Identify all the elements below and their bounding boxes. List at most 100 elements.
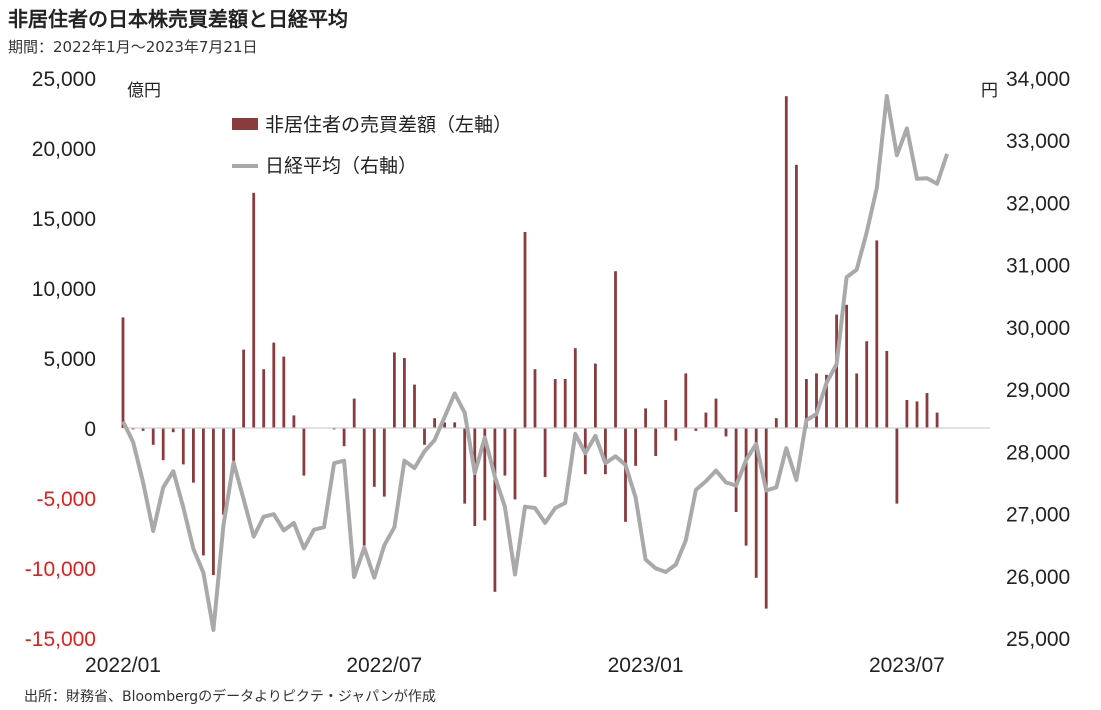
bar-mark [563, 379, 567, 428]
bar-mark [553, 379, 557, 428]
bar-mark [181, 428, 185, 465]
bar-mark [403, 358, 406, 428]
bar-series [121, 96, 939, 609]
bar-mark [202, 428, 205, 556]
bar-mark [774, 418, 778, 428]
bar-mark [302, 428, 306, 476]
legend-bar-swatch [232, 118, 258, 130]
bar-mark [573, 348, 577, 428]
bar-mark [644, 408, 647, 428]
bar-mark [885, 351, 889, 428]
right-axis-tick-label: 33,000 [1006, 130, 1070, 153]
left-axis-tick-label: 10,000 [32, 278, 96, 301]
bar-mark [674, 428, 678, 441]
bar-mark [131, 428, 135, 430]
legend-bar-label: 非居住者の売買差額（左軸） [265, 114, 512, 136]
left-axis-tick-label: -5,000 [36, 488, 96, 511]
bar-mark [654, 428, 658, 456]
bar-mark [664, 400, 668, 428]
bar-mark [855, 373, 859, 428]
bar-mark [332, 428, 336, 430]
bar-mark [513, 428, 517, 500]
left-axis-tick-label: 5,000 [43, 348, 96, 371]
bar-mark [272, 342, 276, 428]
bar-mark [835, 314, 838, 428]
bar-mark [734, 428, 738, 512]
right-axis-tick-label: 27,000 [1006, 504, 1070, 527]
left-axis-tick-label: -15,000 [25, 628, 96, 651]
bar-mark [282, 356, 286, 428]
bar-mark [795, 164, 798, 429]
bar-mark [634, 428, 637, 466]
legend-line-label: 日経平均（右軸） [265, 155, 417, 177]
bar-mark [192, 428, 195, 483]
bar-mark [352, 398, 356, 428]
bar-mark [784, 96, 788, 428]
bar-mark [232, 428, 235, 462]
right-axis-tick-label: 30,000 [1006, 317, 1070, 340]
left-axis-tick-label: 0 [84, 418, 96, 441]
bar-mark [161, 428, 165, 461]
bar-mark [342, 428, 346, 447]
left-axis-tick-label: -10,000 [25, 558, 96, 581]
bar-mark [151, 428, 155, 445]
right-axis-tick-label: 34,000 [1006, 68, 1070, 91]
bar-mark [684, 373, 688, 428]
bar-mark [121, 317, 125, 428]
bar-mark [845, 304, 848, 428]
right-axis-unit: 円 [981, 81, 998, 101]
bar-mark [614, 271, 617, 428]
bar-mark [915, 401, 919, 428]
bar-mark [754, 428, 758, 578]
bar-mark [393, 352, 396, 428]
bar-mark [483, 428, 487, 521]
left-axis-tick-label: 15,000 [32, 208, 96, 231]
bar-mark [935, 412, 939, 428]
bar-mark [825, 374, 828, 428]
bar-mark [362, 428, 366, 546]
x-axis-tick-label: 2023/07 [869, 654, 945, 677]
x-axis-ticks: 2022/01 2022/07 2023/01 2023/07 [85, 654, 945, 677]
right-axis-tick-label: 29,000 [1006, 379, 1070, 402]
bar-mark [252, 192, 256, 428]
x-axis-tick-label: 2022/01 [85, 654, 161, 677]
bar-mark [171, 428, 175, 433]
bar-mark [714, 398, 718, 428]
bar-mark [503, 428, 507, 476]
bar-mark [423, 428, 426, 445]
x-axis-tick-label: 2022/07 [346, 654, 422, 677]
bar-mark [875, 240, 879, 428]
bar-mark [372, 428, 376, 487]
bar-mark [604, 428, 607, 475]
bar-mark [242, 349, 245, 428]
bar-mark [895, 428, 899, 504]
bar-mark [764, 428, 768, 609]
bar-mark [493, 428, 497, 592]
left-axis-tick-label: 20,000 [32, 138, 96, 161]
bar-mark [533, 369, 537, 428]
legend: 非居住者の売買差額（左軸） 日経平均（右軸） [232, 114, 512, 177]
x-axis-tick-label: 2023/01 [608, 654, 684, 677]
bar-mark [905, 400, 909, 428]
bar-mark [262, 369, 266, 428]
bar-mark [624, 428, 627, 522]
bar-mark [724, 428, 728, 437]
bar-mark [413, 384, 416, 428]
bar-mark [453, 422, 457, 428]
bar-mark [141, 428, 145, 431]
nikkei-line [121, 94, 949, 632]
left-axis-unit: 億円 [127, 81, 161, 101]
left-axis-tick-label: 25,000 [32, 68, 96, 91]
bar-mark [473, 428, 477, 526]
bar-mark [222, 428, 225, 515]
chart-title: 非居住者の日本株売買差額と日経平均 [8, 7, 348, 31]
bar-mark [523, 232, 527, 428]
source-note: 出所：財務省、Bloombergのデータよりピクテ・ジャパンが作成 [24, 689, 436, 705]
bar-mark [865, 341, 869, 428]
bar-mark [925, 393, 929, 428]
bar-mark [805, 379, 808, 428]
bar-mark [594, 363, 597, 428]
bar-mark [292, 415, 296, 428]
bar-mark [543, 428, 547, 477]
